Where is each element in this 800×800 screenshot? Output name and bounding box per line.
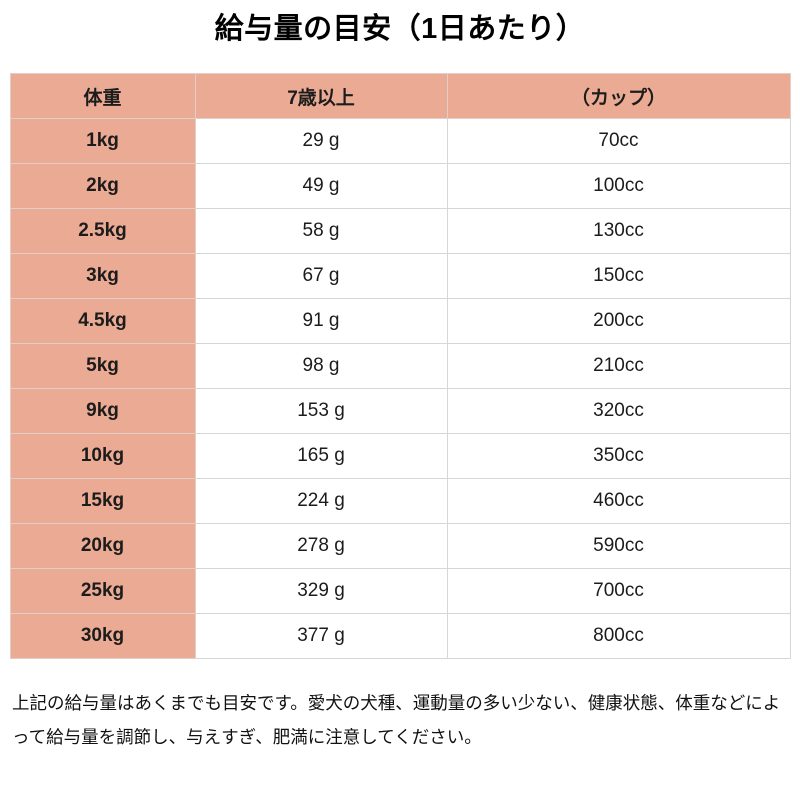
grams-cell: 377 g (194, 613, 448, 659)
grams-cell: 29 g (194, 118, 448, 164)
weight-cell: 5kg (9, 343, 196, 389)
weight-cell: 1kg (9, 118, 196, 164)
table-row: 3kg 67 g 150cc (9, 253, 791, 299)
feeding-table: 体重 7歳以上 （カップ） 1kg 29 g 70cc 2kg 49 g 100… (9, 73, 791, 659)
grams-cell: 278 g (194, 523, 448, 569)
weight-cell: 9kg (9, 388, 196, 434)
table-row: 2.5kg 58 g 130cc (9, 208, 791, 254)
cups-cell: 590cc (446, 523, 791, 569)
table-row: 4.5kg 91 g 200cc (9, 298, 791, 344)
cups-cell: 320cc (446, 388, 791, 434)
table-row: 5kg 98 g 210cc (9, 343, 791, 389)
header-cell-age: 7歳以上 (194, 73, 448, 119)
table-row: 9kg 153 g 320cc (9, 388, 791, 434)
cups-cell: 700cc (446, 568, 791, 614)
page-title: 給与量の目安（1日あたり） (214, 13, 586, 45)
grams-cell: 58 g (194, 208, 448, 254)
grams-cell: 67 g (194, 253, 448, 299)
cups-cell: 100cc (446, 163, 791, 209)
grams-cell: 98 g (194, 343, 448, 389)
cups-cell: 130cc (446, 208, 791, 254)
weight-cell: 10kg (9, 433, 196, 479)
grams-cell: 329 g (194, 568, 448, 614)
table-row: 25kg 329 g 700cc (9, 568, 791, 614)
weight-cell: 30kg (9, 613, 196, 659)
grams-cell: 49 g (194, 163, 448, 209)
header-cell-cups: （カップ） (446, 73, 791, 119)
cups-cell: 800cc (446, 613, 791, 659)
cups-cell: 150cc (446, 253, 791, 299)
cups-cell: 200cc (446, 298, 791, 344)
table-row: 2kg 49 g 100cc (9, 163, 791, 209)
grams-cell: 165 g (194, 433, 448, 479)
cups-cell: 210cc (446, 343, 791, 389)
table-row: 15kg 224 g 460cc (9, 478, 791, 524)
cups-cell: 460cc (446, 478, 791, 524)
header-cell-weight: 体重 (9, 73, 196, 119)
grams-cell: 153 g (194, 388, 448, 434)
weight-cell: 15kg (9, 478, 196, 524)
weight-cell: 25kg (9, 568, 196, 614)
grams-cell: 224 g (194, 478, 448, 524)
weight-cell: 2kg (9, 163, 196, 209)
cups-cell: 350cc (446, 433, 791, 479)
weight-cell: 20kg (9, 523, 196, 569)
table-row: 1kg 29 g 70cc (9, 118, 791, 164)
weight-cell: 3kg (9, 253, 196, 299)
grams-cell: 91 g (194, 298, 448, 344)
cups-cell: 70cc (446, 118, 791, 164)
header-row: 体重 7歳以上 （カップ） (9, 73, 791, 119)
table-row: 20kg 278 g 590cc (9, 523, 791, 569)
weight-cell: 2.5kg (9, 208, 196, 254)
note-text: 上記の給与量はあくまでも目安です。愛犬の犬種、運動量の多い少ない、健康状態、体重… (12, 693, 781, 747)
weight-cell: 4.5kg (9, 298, 196, 344)
table-row: 30kg 377 g 800cc (9, 613, 791, 659)
table-row: 10kg 165 g 350cc (9, 433, 791, 479)
